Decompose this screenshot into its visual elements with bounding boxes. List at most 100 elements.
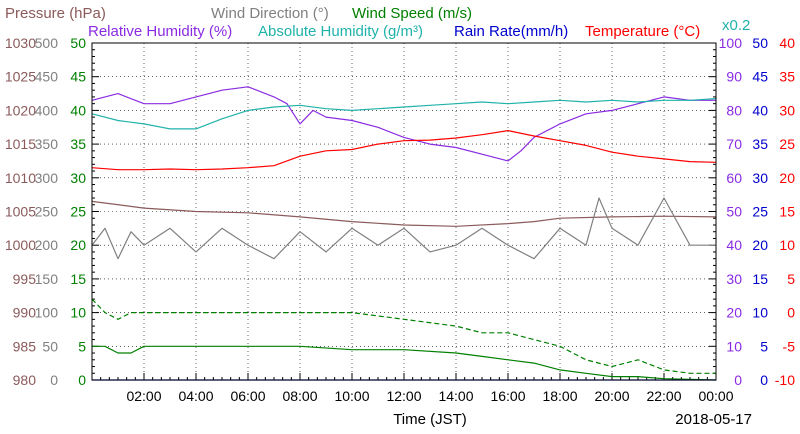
- x-tick-label: 10:00: [334, 388, 369, 404]
- y-tick-label-pressure: 1010: [5, 170, 36, 186]
- y-tick-label-wind-speed: 5: [78, 338, 86, 354]
- x-tick-label: 22:00: [646, 388, 681, 404]
- y-tick-label-temperature: 10: [779, 237, 795, 253]
- y-tick-label-rain-rate: 10: [752, 305, 768, 321]
- legend-wind-speed: Wind Speed (m/s): [352, 5, 472, 22]
- y-tick-label-wind-speed: 20: [70, 237, 86, 253]
- x-axis-title: Time (JST): [393, 411, 467, 428]
- grid: [92, 43, 716, 380]
- y-tick-label-rain-rate: 50: [752, 35, 768, 51]
- y-tick-label-rain-rate: 30: [752, 170, 768, 186]
- y-tick-label-humidity: 80: [726, 102, 742, 118]
- y-tick-label-temperature: -10: [775, 372, 795, 388]
- legend-absolute-humidity: Absolute Humidity (g/m³): [258, 23, 423, 40]
- y-tick-label-pressure: 1030: [5, 35, 36, 51]
- series-lines: [91, 86, 717, 381]
- y-tick-label-rain-rate: 15: [752, 271, 768, 287]
- y-tick-label-wind-speed: 50: [70, 35, 86, 51]
- y-tick-label-pressure: 985: [13, 338, 37, 354]
- series-line-wind-speed-avg: [92, 345, 717, 381]
- y-tick-label-humidity: 60: [726, 170, 742, 186]
- x-tick-label: 08:00: [282, 388, 317, 404]
- y-tick-label-wind-direction: 150: [35, 271, 59, 287]
- y-tick-label-temperature: 40: [779, 35, 795, 51]
- y-tick-label-humidity: 90: [726, 69, 742, 85]
- y-tick-label-pressure: 1015: [5, 136, 36, 152]
- y-tick-label-rain-rate: 45: [752, 69, 768, 85]
- y-tick-label-humidity: 50: [726, 204, 742, 220]
- y-tick-label-pressure: 1020: [5, 102, 36, 118]
- series-line-relative-humidity: [91, 86, 716, 162]
- legend-relative-humidity: Relative Humidity (%): [88, 23, 232, 40]
- y-tick-label-humidity: 70: [726, 136, 742, 152]
- y-tick-label-temperature: 15: [779, 204, 795, 220]
- y-tick-label-wind-speed: 25: [70, 204, 86, 220]
- y-tick-label-humidity: 10: [726, 338, 742, 354]
- y-tick-label-wind-speed: 40: [70, 102, 86, 118]
- y-tick-label-wind-direction: 0: [50, 372, 58, 388]
- y-tick-label-temperature: 35: [779, 69, 795, 85]
- series-line-temperature: [91, 130, 717, 171]
- y-tick-label-humidity: 100: [719, 35, 743, 51]
- x-tick-label: 14:00: [438, 388, 473, 404]
- y-tick-label-pressure: 1005: [5, 204, 36, 220]
- y-tick-label-wind-direction: 500: [35, 35, 59, 51]
- y-tick-label-rain-rate: 25: [752, 204, 768, 220]
- y-tick-label-wind-direction: 300: [35, 170, 59, 186]
- x-tick-label: 00:00: [698, 388, 733, 404]
- y-tick-label-pressure: 995: [13, 271, 37, 287]
- x-tick-label: 04:00: [178, 388, 213, 404]
- y-tick-label-rain-rate: 40: [752, 102, 768, 118]
- legend: Pressure (hPa) Wind Direction (°) Wind S…: [5, 5, 750, 40]
- x-tick-label: 12:00: [386, 388, 421, 404]
- y-tick-label-rain-rate: 0: [760, 372, 768, 388]
- y-tick-label-wind-direction: 450: [35, 69, 59, 85]
- y-tick-label-rain-rate: 5: [760, 338, 768, 354]
- legend-rain-rate: Rain Rate(mm/h): [454, 23, 568, 40]
- y-tick-label-humidity: 20: [726, 305, 742, 321]
- y-tick-label-rain-rate: 35: [752, 136, 768, 152]
- y-tick-label-temperature: 30: [779, 102, 795, 118]
- y-tick-label-temperature: -5: [783, 338, 796, 354]
- y-tick-label-pressure: 990: [13, 305, 37, 321]
- y-tick-label-wind-direction: 250: [35, 204, 59, 220]
- y-tick-label-humidity: 30: [726, 271, 742, 287]
- y-tick-label-wind-speed: 0: [78, 372, 86, 388]
- plot-frame: [91, 42, 717, 381]
- x-tick-label: 06:00: [230, 388, 265, 404]
- y-tick-label-wind-direction: 400: [35, 102, 59, 118]
- y-tick-label-wind-speed: 30: [70, 170, 86, 186]
- y-tick-label-wind-speed: 35: [70, 136, 86, 152]
- y-tick-label-pressure: 1000: [5, 237, 36, 253]
- y-tick-label-pressure: 1025: [5, 69, 36, 85]
- y-tick-label-wind-speed: 10: [70, 305, 86, 321]
- y-tick-label-pressure: 980: [13, 372, 37, 388]
- y-tick-label-wind-direction: 200: [35, 237, 59, 253]
- axis-tick-labels: 02:00 04:00 06:00 08:00 10:00 12:00 14:00 16:00…: [5, 35, 795, 404]
- y-tick-label-wind-direction: 100: [35, 305, 59, 321]
- y-tick-label-humidity: 0: [734, 372, 742, 388]
- series-line-wind-direction: [91, 197, 716, 260]
- y-tick-label-wind-direction: 50: [42, 338, 58, 354]
- x-tick-label: 16:00: [490, 388, 525, 404]
- series-line-pressure: [91, 200, 717, 227]
- y-tick-label-temperature: 0: [787, 305, 795, 321]
- y-tick-label-temperature: 5: [787, 271, 795, 287]
- x-tick-label: 18:00: [542, 388, 577, 404]
- legend-pressure: Pressure (hPa): [5, 5, 106, 22]
- y-tick-label-wind-direction: 350: [35, 136, 59, 152]
- y-tick-label-wind-speed: 45: [70, 69, 86, 85]
- x-tick-label: 20:00: [594, 388, 629, 404]
- legend-temperature: Temperature (°C): [585, 23, 700, 40]
- y-tick-label-temperature: 20: [779, 170, 795, 186]
- legend-abs-humidity-scale: x0.2: [722, 17, 750, 34]
- y-tick-label-wind-speed: 15: [70, 271, 86, 287]
- y-tick-label-temperature: 25: [779, 136, 795, 152]
- chart-date: 2018-05-17: [675, 411, 752, 428]
- y-tick-label-rain-rate: 20: [752, 237, 768, 253]
- x-tick-label: 02:00: [126, 388, 161, 404]
- legend-wind-direction: Wind Direction (°): [211, 5, 329, 22]
- series-line-wind-speed-gust: [91, 298, 716, 374]
- series-line-absolute-humidity: [91, 98, 717, 130]
